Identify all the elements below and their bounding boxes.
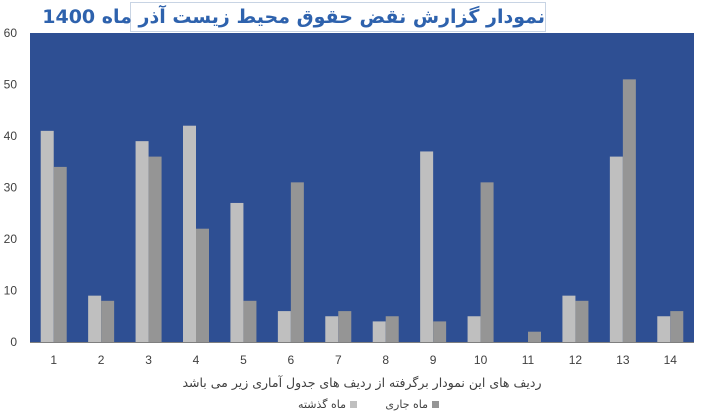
x-tick-label: 3	[145, 353, 152, 367]
legend-label: ماه جاری	[385, 398, 428, 411]
legend-swatch	[432, 401, 439, 408]
y-tick-label: 50	[4, 78, 18, 92]
bar	[670, 311, 684, 342]
y-tick-label: 10	[4, 284, 18, 298]
bars	[40, 79, 684, 342]
bar	[101, 300, 115, 342]
bar	[420, 151, 434, 342]
bar	[325, 316, 339, 342]
chart-title: نمودار گزارش نقض حقوق محیط زیست آذر ماه …	[42, 2, 546, 32]
x-tick-label: 9	[430, 353, 437, 367]
bar	[148, 156, 162, 342]
x-tick-label: 5	[240, 353, 247, 367]
x-tick-label: 10	[474, 353, 488, 367]
y-tick-label: 60	[4, 26, 18, 40]
bar	[53, 166, 67, 342]
y-axis: 0 10 20 30 40 50 60	[4, 26, 18, 349]
bar	[338, 311, 352, 342]
y-tick-label: 0	[10, 335, 17, 349]
legend-label: ماه گذشته	[298, 398, 346, 411]
bar	[183, 125, 196, 342]
x-tick-label: 4	[193, 353, 200, 367]
bar	[290, 182, 304, 342]
bar	[480, 182, 494, 342]
bar	[562, 295, 576, 342]
bar	[372, 321, 386, 342]
x-axis: 1 2 3 4 5 6 7 8 9 10 11 12 13 14	[50, 353, 677, 367]
x-tick-label: 12	[569, 353, 583, 367]
x-tick-label: 2	[98, 353, 105, 367]
bar	[277, 311, 291, 342]
bar	[609, 156, 623, 342]
x-tick-label: 8	[382, 353, 389, 367]
y-tick-label: 30	[4, 181, 18, 195]
bar	[40, 130, 54, 342]
bar	[135, 141, 149, 342]
y-tick-label: 20	[4, 232, 18, 246]
x-tick-label: 1	[50, 353, 57, 367]
x-tick-label: 14	[664, 353, 678, 367]
bar	[467, 316, 481, 342]
bar	[243, 300, 257, 342]
x-axis-label: ردیف های این نمودار برگرفته از ردیف های …	[182, 375, 541, 391]
bar	[575, 300, 589, 342]
bar	[385, 316, 399, 342]
x-tick-label: 13	[616, 353, 630, 367]
x-tick-label: 11	[522, 353, 535, 367]
plot-area	[30, 33, 694, 342]
bar	[528, 331, 541, 342]
x-tick-label: 7	[335, 353, 342, 367]
y-tick-label: 40	[4, 129, 18, 143]
bar	[88, 295, 102, 342]
legend-swatch	[350, 401, 357, 408]
bar	[622, 79, 636, 342]
bar	[657, 316, 671, 342]
legend: ماه جاری ماه گذشته	[298, 398, 439, 411]
bar	[433, 321, 447, 342]
bar	[230, 202, 244, 342]
bar	[196, 228, 209, 342]
x-tick-label: 6	[288, 353, 295, 367]
